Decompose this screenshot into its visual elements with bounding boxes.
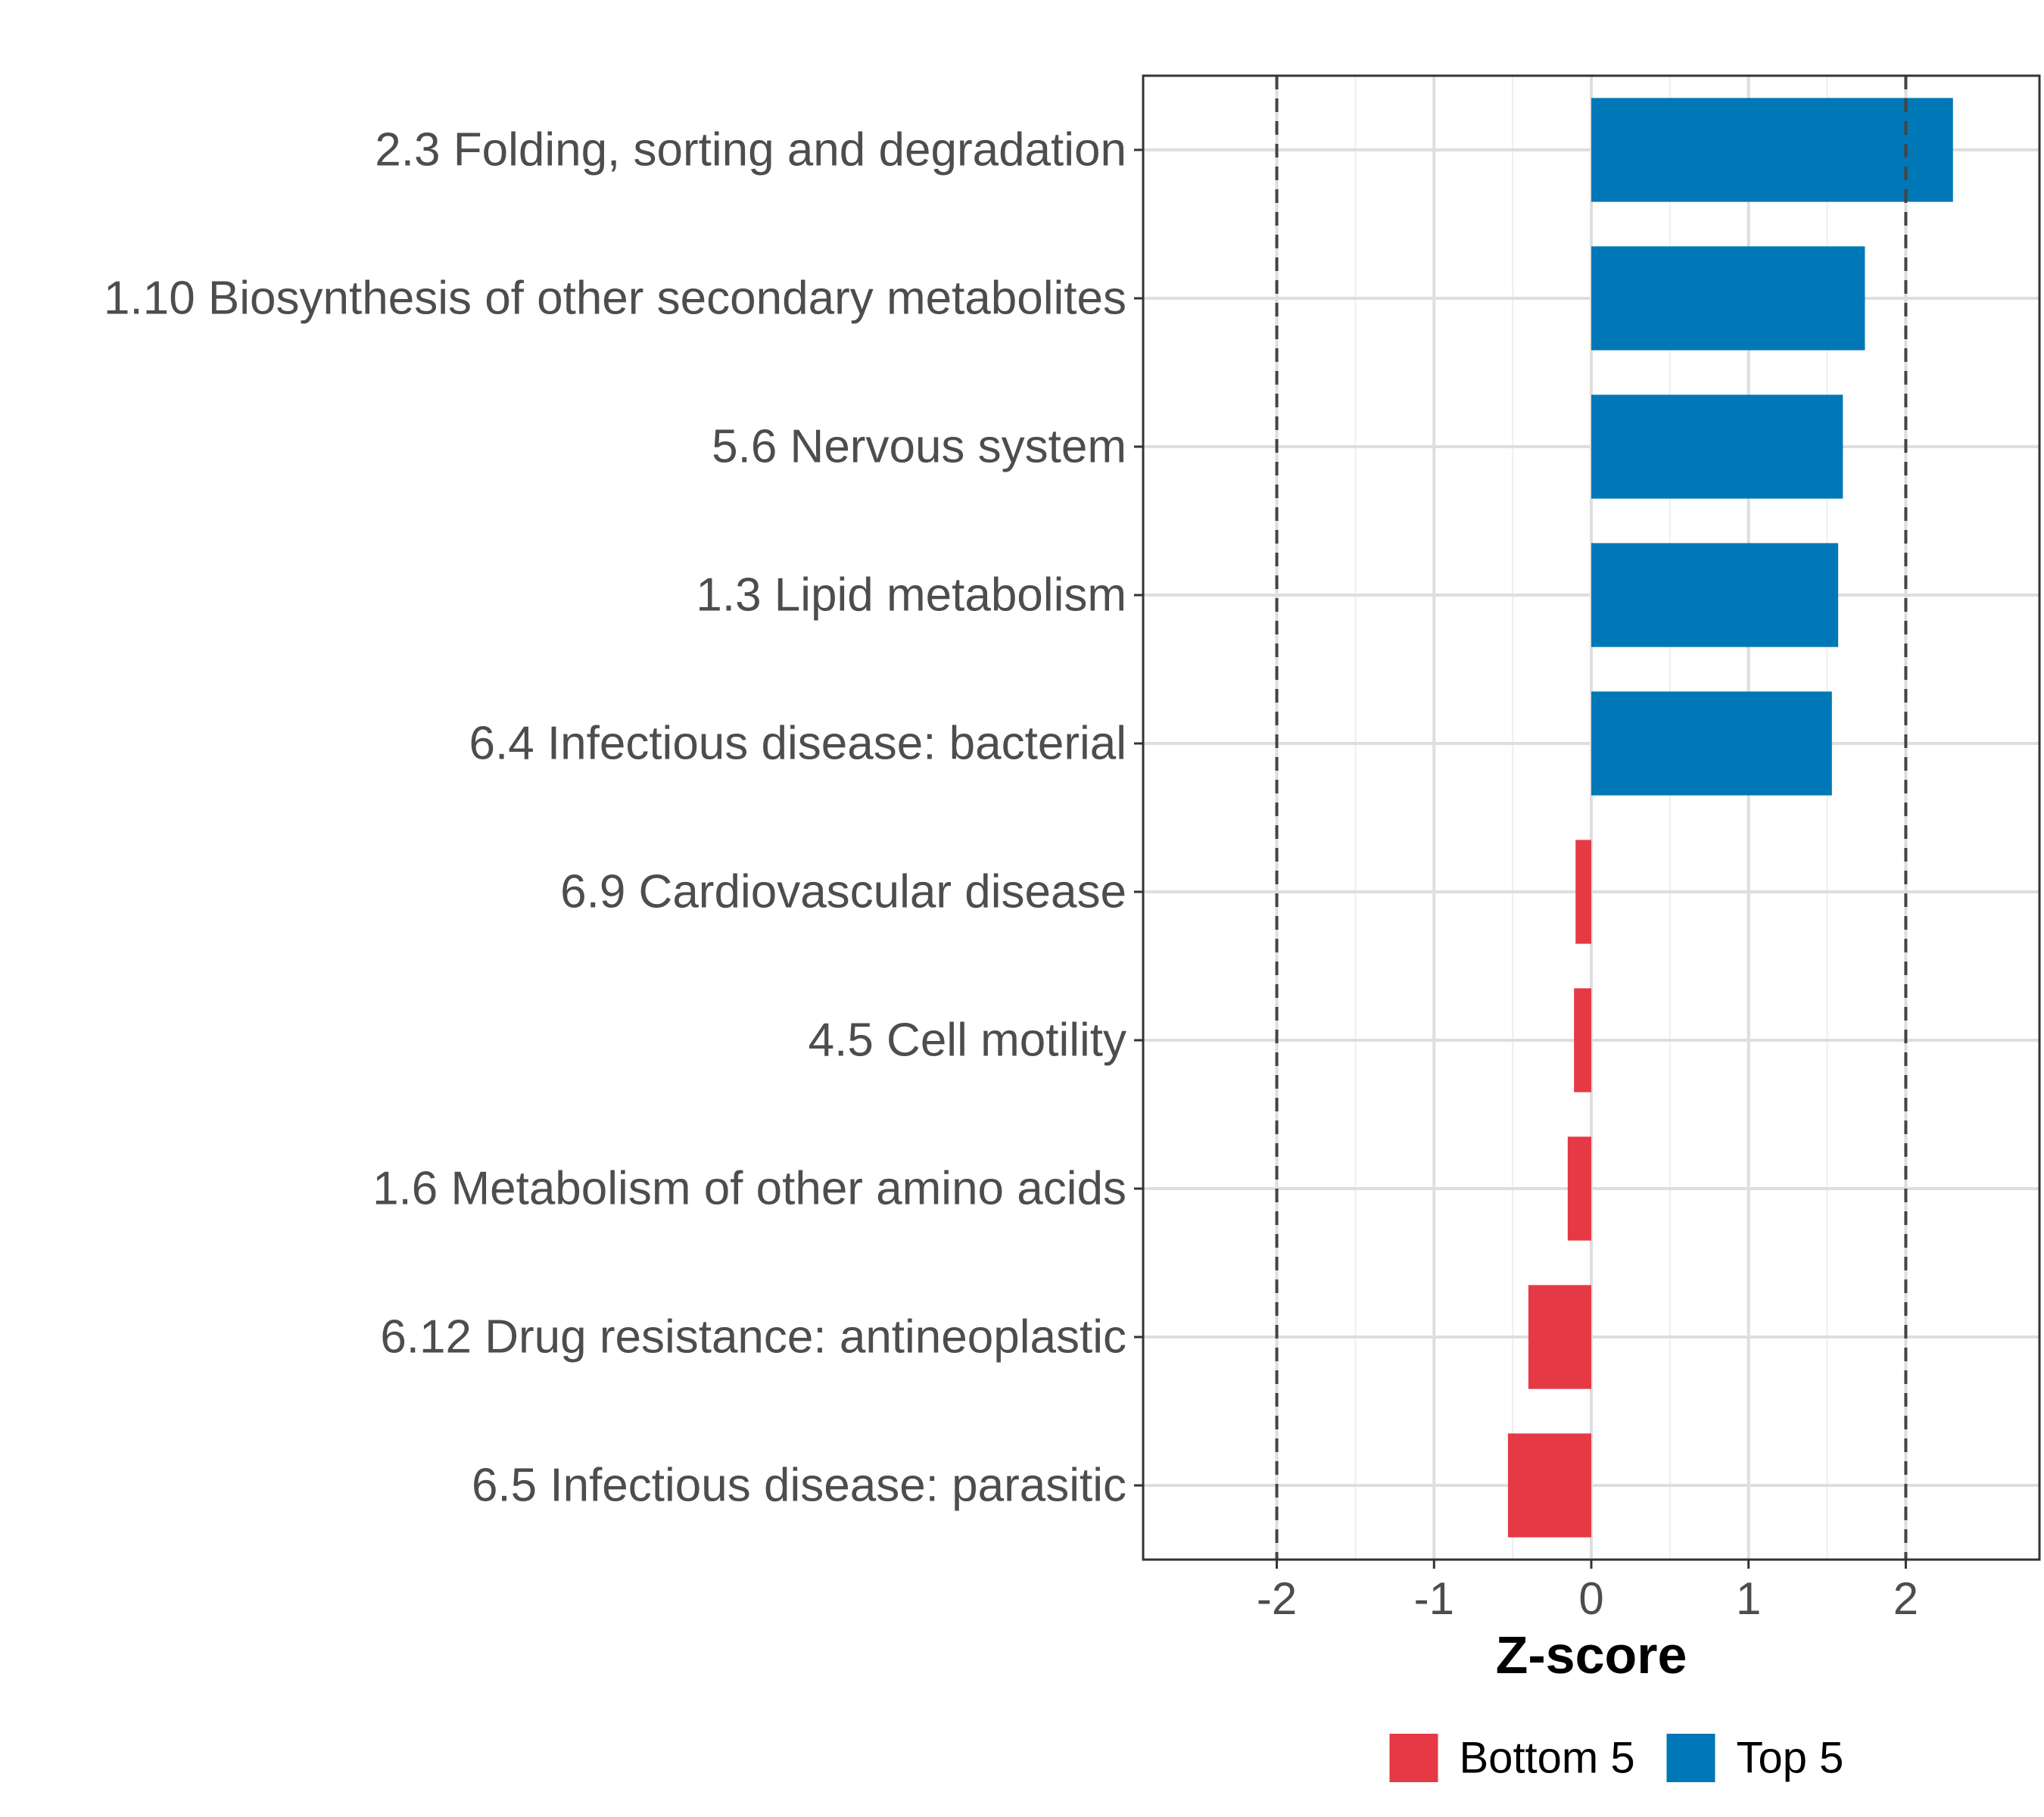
bar — [1591, 691, 1832, 796]
y-tick-label: 4.5 Cell motility — [809, 1014, 1126, 1067]
bar — [1591, 98, 1953, 202]
y-tick-label: 6.5 Infectious disease: parasitic — [472, 1460, 1126, 1512]
y-tick-label: 6.12 Drug resistance: antineoplastic — [380, 1311, 1126, 1364]
y-tick-label: 2.3 Folding, sorting and degradation — [375, 124, 1126, 176]
x-tick-label: -1 — [1414, 1573, 1454, 1624]
y-tick-label: 5.6 Nervous system — [712, 421, 1126, 473]
y-axis: 2.3 Folding, sorting and degradation 1.10… — [104, 124, 1143, 1512]
x-axis: -2 -1 0 1 2 — [1257, 1560, 1918, 1624]
bar — [1528, 1285, 1591, 1389]
bar — [1591, 394, 1843, 499]
y-tick-label: 1.6 Metabolism of other amino acids — [372, 1163, 1126, 1215]
y-tick-label: 1.10 Biosynthesis of other secondary met… — [104, 273, 1126, 325]
bar — [1507, 1433, 1591, 1538]
y-tick-label: 6.4 Infectious disease: bacterial — [469, 718, 1126, 770]
bar — [1574, 988, 1591, 1092]
legend-key — [1666, 1734, 1715, 1782]
x-tick-label: 0 — [1578, 1573, 1603, 1624]
x-tick-label: 1 — [1736, 1573, 1761, 1624]
y-tick-label: 1.3 Lipid metabolism — [696, 569, 1126, 622]
bar — [1575, 840, 1591, 944]
bar — [1591, 543, 1839, 647]
x-tick-label: 2 — [1893, 1573, 1918, 1624]
x-axis-title: Z-score — [1496, 1625, 1687, 1685]
reference-lines — [1275, 76, 1908, 1560]
legend-label: Bottom 5 — [1460, 1734, 1635, 1783]
bars — [1507, 98, 1953, 1538]
bar — [1591, 246, 1865, 351]
legend-key — [1389, 1734, 1438, 1782]
legend-label: Top 5 — [1737, 1734, 1844, 1783]
x-tick-label: -2 — [1257, 1573, 1297, 1624]
legend: Bottom 5 Top 5 — [1389, 1734, 1844, 1783]
bar — [1567, 1136, 1591, 1241]
y-tick-label: 6.9 Cardiovascular disease — [560, 866, 1126, 918]
